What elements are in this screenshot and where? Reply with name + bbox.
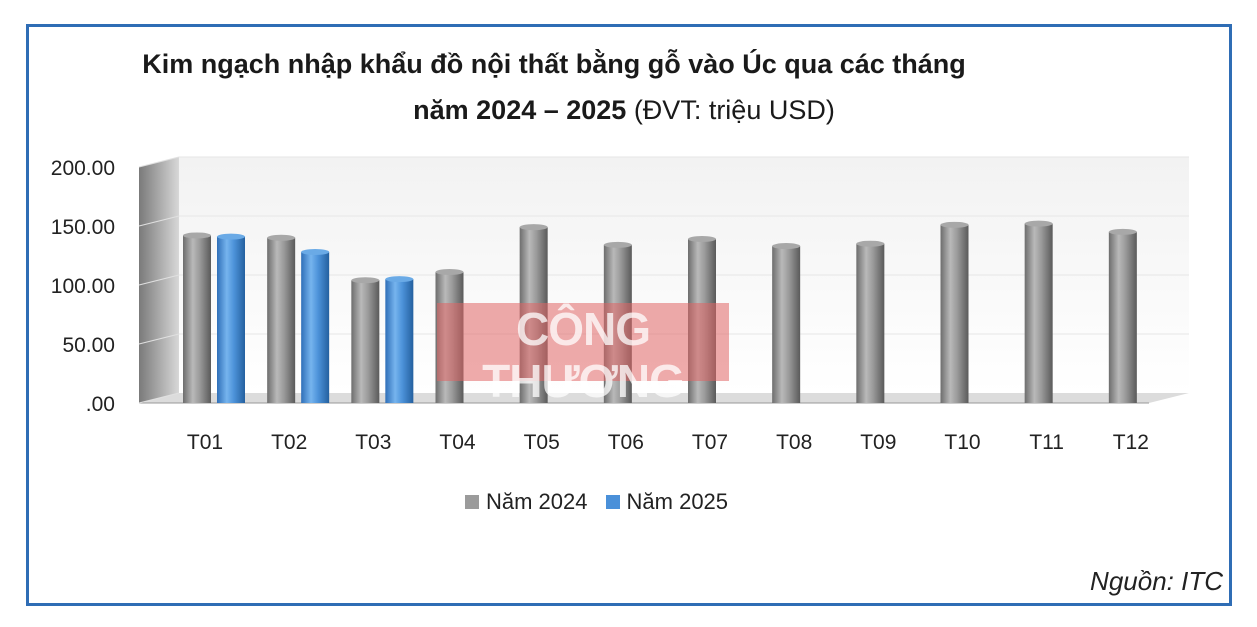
chart-title: Kim ngạch nhập khẩu đồ nội thất bằng gỗ … [29, 41, 1229, 133]
watermark-logo: CÔNG THƯƠNG WWW.TAPCHICONGTHUONG.VN [437, 303, 729, 419]
legend-item-2024: Năm 2024 [465, 489, 588, 515]
chart-title-unit: (ĐVT: triệu USD) [626, 95, 835, 125]
chart-title-years: năm 2024 – 2025 [413, 95, 627, 125]
bar-Năm-2024-T12 [1108, 228, 1137, 403]
gridline-side [138, 392, 180, 404]
gridline-side [138, 274, 180, 286]
bar-top [772, 243, 801, 250]
x-tick-label: T10 [944, 431, 980, 454]
gridline-side [138, 333, 180, 345]
chart-title-line1: Kim ngạch nhập khẩu đồ nội thất bằng gỗ … [142, 49, 966, 79]
bar-body [267, 237, 296, 403]
bar-Năm-2025-T03 [385, 276, 414, 403]
bar-top [217, 233, 245, 240]
bar-top [1024, 220, 1053, 227]
bar-top [688, 235, 716, 242]
bars-layer [183, 220, 1137, 403]
bar-top [1108, 228, 1137, 235]
bar-top [183, 232, 211, 239]
bar-body [183, 235, 211, 403]
x-tick-label: T11 [1029, 431, 1064, 454]
chart-title-line2: năm 2024 – 2025 (ĐVT: triệu USD) [19, 87, 1229, 133]
watermark-text: CÔNG THƯƠNG [482, 303, 685, 407]
bar-Năm-2024-T10 [940, 221, 969, 403]
bar-top [603, 241, 632, 248]
bar-chart: .00 50.00 100.00 150.00 200.00 T01 T02 T03 T04 T0… [51, 156, 1189, 454]
legend-item-2025: Năm 2025 [605, 489, 729, 515]
bar-top [856, 240, 885, 247]
legend-swatch-2025 [605, 495, 620, 509]
bar-Năm-2024-T11 [1024, 220, 1053, 403]
bar-top [435, 269, 464, 276]
bar-top [301, 248, 330, 255]
bar-body [940, 224, 969, 403]
x-tick-label: T03 [355, 431, 391, 454]
x-tick-label: T06 [608, 431, 644, 454]
labels-layer: .00 50.00 100.00 150.00 200.00 T01 T02 T03 T04 T0… [51, 157, 1149, 454]
bar-top [940, 221, 969, 228]
gridline-side [138, 215, 180, 227]
bar-body [772, 246, 801, 403]
x-tick-label: T01 [187, 431, 223, 454]
bar-body [385, 279, 414, 403]
bar-top [519, 224, 548, 231]
y-tick-label: 50.00 [62, 334, 115, 357]
bar-Năm-2024-T08 [772, 243, 801, 403]
bar-top [385, 276, 414, 283]
x-tick-label: T04 [439, 431, 476, 454]
bar-body [1024, 223, 1053, 403]
bar-body [301, 251, 330, 403]
watermark-url: WWW.TAPCHICONGTHUONG.VN [462, 407, 704, 419]
bar-body [217, 236, 245, 403]
legend-swatch-2024 [465, 495, 479, 509]
gridline-side [138, 156, 180, 168]
x-tick-label: T05 [524, 431, 560, 454]
x-tick-label: T09 [860, 431, 896, 454]
bar-Năm-2025-T02 [301, 248, 330, 403]
bar-body [1108, 231, 1137, 403]
bar-Năm-2024-T03 [351, 277, 380, 403]
x-tick-label: T07 [692, 431, 728, 454]
legend-label-2025: Năm 2025 [626, 489, 729, 514]
y-tick-label: 100.00 [51, 275, 115, 298]
chart-frame: Kim ngạch nhập khẩu đồ nội thất bằng gỗ … [26, 24, 1232, 606]
source-note: Nguồn: ITC [1090, 566, 1223, 596]
y-tick-label: .00 [86, 393, 115, 416]
y-tick-label: 200.00 [51, 157, 115, 180]
bar-Năm-2024-T01 [183, 232, 211, 403]
bar-Năm-2024-T09 [856, 240, 885, 403]
bar-body [856, 243, 885, 403]
chart-legend: Năm 2024 Năm 2025 [465, 489, 728, 515]
bar-Năm-2024-T02 [267, 234, 296, 403]
y-tick-label: 150.00 [51, 216, 115, 239]
bar-body [351, 280, 380, 403]
bar-top [351, 277, 380, 284]
x-tick-label: T02 [271, 431, 307, 454]
x-tick-label: T08 [776, 431, 812, 454]
bar-Năm-2025-T01 [217, 233, 245, 403]
x-tick-label: T12 [1113, 431, 1149, 454]
bar-top [267, 234, 296, 241]
legend-label-2024: Năm 2024 [486, 489, 588, 514]
